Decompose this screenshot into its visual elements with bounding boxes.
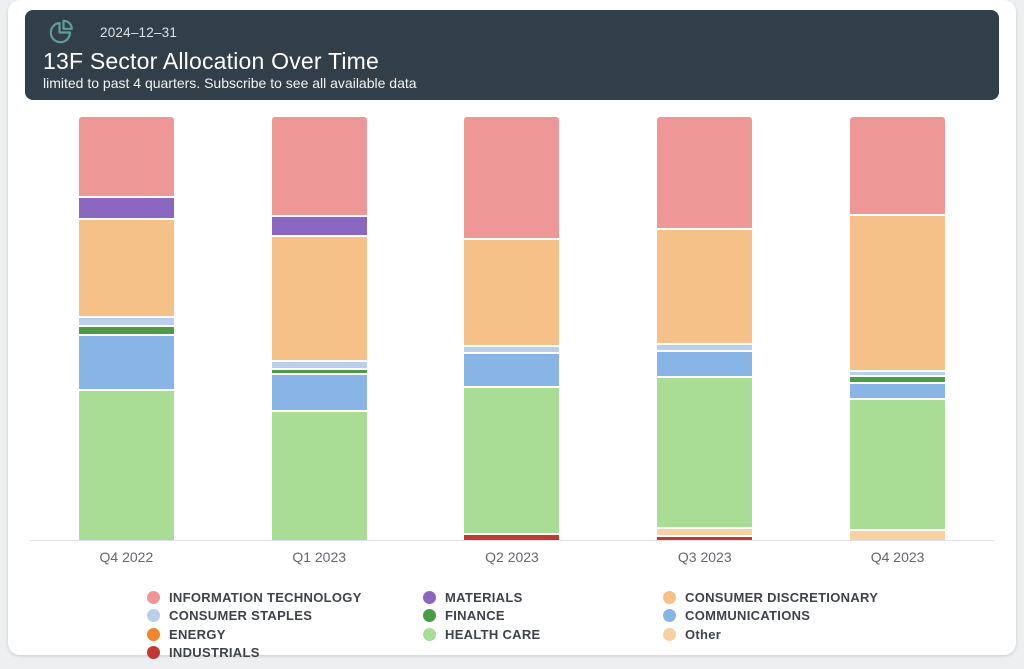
segment-consumer-staples[interactable] [271, 361, 367, 368]
segment-health-care[interactable] [850, 400, 946, 529]
legend-item-other[interactable]: Other [663, 625, 878, 644]
axis-labels: Q4 2022 Q1 2023 Q2 2023 Q3 2023 Q4 2023 [30, 549, 994, 565]
segment-consumer-discretionary[interactable] [657, 229, 753, 343]
segment-consumer-discretionary[interactable] [464, 239, 560, 345]
segment-health-care[interactable] [657, 378, 753, 528]
x-axis-label-q3-2023: Q3 2023 [677, 549, 732, 565]
legend-label-energy: ENERGY [169, 626, 226, 642]
chart-legend: INFORMATION TECHNOLOGY CONSUMER STAPLES EN… [147, 588, 1016, 662]
legend-swatch-consumer-staples [147, 609, 160, 623]
segment-health-care[interactable] [464, 388, 560, 534]
segment-consumer-discretionary[interactable] [78, 220, 174, 316]
legend-label-consumer-discretionary: CONSUMER DISCRETIONARY [685, 589, 879, 605]
segment-industrials[interactable] [464, 535, 560, 541]
x-axis-label-q4-2022: Q4 2022 [99, 549, 154, 565]
page-title: 13F Sector Allocation Over Time [43, 48, 380, 74]
segment-other[interactable] [657, 529, 753, 535]
segment-health-care[interactable] [271, 412, 367, 541]
stacked-bar-q2-2023 [464, 117, 560, 541]
header-top-row: 2024–12–31 [43, 17, 981, 47]
segment-communications[interactable] [464, 353, 560, 387]
legend-item-health-care[interactable]: HEALTH CARE [423, 625, 663, 644]
segment-consumer-discretionary[interactable] [850, 216, 946, 370]
legend-label-information-technology: INFORMATION TECHNOLOGY [169, 589, 362, 605]
segment-consumer-discretionary[interactable] [271, 237, 367, 360]
legend-swatch-materials [423, 590, 436, 604]
bar-column-q4-2022 [30, 117, 223, 540]
legend-label-health-care: HEALTH CARE [445, 626, 541, 642]
segment-consumer-staples[interactable] [464, 346, 560, 352]
legend-item-energy[interactable]: ENERGY [147, 625, 423, 644]
legend-item-communications[interactable]: COMMUNICATIONS [663, 607, 878, 626]
legend-swatch-information-technology [147, 590, 160, 604]
legend-swatch-industrials [147, 646, 160, 660]
segment-information-technology[interactable] [850, 117, 946, 214]
legend-label-other: Other [685, 626, 722, 642]
legend-column-2: MATERIALS FINANCE HEALTH CARE [423, 588, 663, 662]
segment-materials[interactable] [271, 216, 367, 236]
legend-swatch-other [663, 627, 676, 641]
x-axis-label-q1-2023: Q1 2023 [292, 549, 347, 565]
pie-chart-icon [47, 18, 75, 46]
legend-label-industrials: INDUSTRIALS [169, 645, 260, 661]
segment-consumer-staples[interactable] [850, 371, 946, 375]
segment-finance[interactable] [78, 327, 174, 335]
report-date: 2024–12–31 [100, 24, 178, 40]
legend-label-materials: MATERIALS [445, 589, 523, 605]
segment-other[interactable] [850, 530, 946, 540]
segment-communications[interactable] [271, 375, 367, 411]
segment-consumer-staples[interactable] [657, 345, 753, 350]
legend-swatch-consumer-discretionary [663, 590, 676, 604]
widget-header: 2024–12–31 13F Sector Allocation Over Ti… [25, 10, 999, 100]
segment-communications[interactable] [850, 383, 946, 399]
legend-item-materials[interactable]: MATERIALS [423, 588, 663, 607]
bar-column-q4-2023 [801, 117, 994, 540]
segment-health-care[interactable] [78, 391, 174, 540]
bar-column-q2-2023 [416, 117, 609, 541]
stacked-bar-q3-2023 [657, 117, 753, 540]
bar-column-q1-2023 [223, 117, 416, 541]
segment-information-technology[interactable] [271, 117, 367, 215]
stacked-bar-q1-2023 [271, 117, 367, 541]
stacked-bar-q4-2023 [850, 117, 946, 540]
legend-swatch-health-care [423, 627, 436, 641]
legend-item-consumer-staples[interactable]: CONSUMER STAPLES [147, 607, 423, 626]
stacked-bar-q4-2022 [78, 117, 174, 540]
legend-column-3: CONSUMER DISCRETIONARY COMMUNICATIONS Othe… [663, 588, 878, 662]
chart-plot [30, 117, 994, 541]
segment-information-technology[interactable] [464, 117, 560, 238]
segment-communications[interactable] [78, 336, 174, 390]
segment-information-technology[interactable] [78, 117, 174, 196]
legend-label-finance: FINANCE [445, 608, 505, 624]
segment-consumer-staples[interactable] [78, 317, 174, 326]
widget-card: 2024–12–31 13F Sector Allocation Over Ti… [8, 0, 1016, 660]
segment-materials[interactable] [78, 197, 174, 219]
segment-communications[interactable] [657, 351, 753, 377]
legend-swatch-communications [663, 609, 676, 623]
legend-swatch-energy [147, 627, 160, 641]
segment-industrials[interactable] [657, 536, 753, 540]
subscribe-note: limited to past 4 quarters. Subscribe to… [43, 75, 417, 91]
segment-information-technology[interactable] [657, 117, 753, 228]
legend-label-consumer-staples: CONSUMER STAPLES [169, 608, 313, 624]
legend-item-industrials[interactable]: INDUSTRIALS [147, 644, 423, 663]
legend-item-finance[interactable]: FINANCE [423, 607, 663, 626]
segment-finance[interactable] [850, 377, 946, 382]
legend-item-information-technology[interactable]: INFORMATION TECHNOLOGY [147, 588, 423, 607]
legend-swatch-finance [423, 609, 436, 623]
legend-item-consumer-discretionary[interactable]: CONSUMER DISCRETIONARY [663, 588, 878, 607]
x-axis-label-q2-2023: Q2 2023 [485, 549, 539, 565]
legend-label-communications: COMMUNICATIONS [685, 608, 811, 624]
legend-column-1: INFORMATION TECHNOLOGY CONSUMER STAPLES EN… [147, 588, 423, 662]
x-axis-label-q4-2023: Q4 2023 [870, 549, 925, 565]
segment-finance[interactable] [271, 369, 367, 374]
bar-column-q3-2023 [608, 117, 801, 540]
